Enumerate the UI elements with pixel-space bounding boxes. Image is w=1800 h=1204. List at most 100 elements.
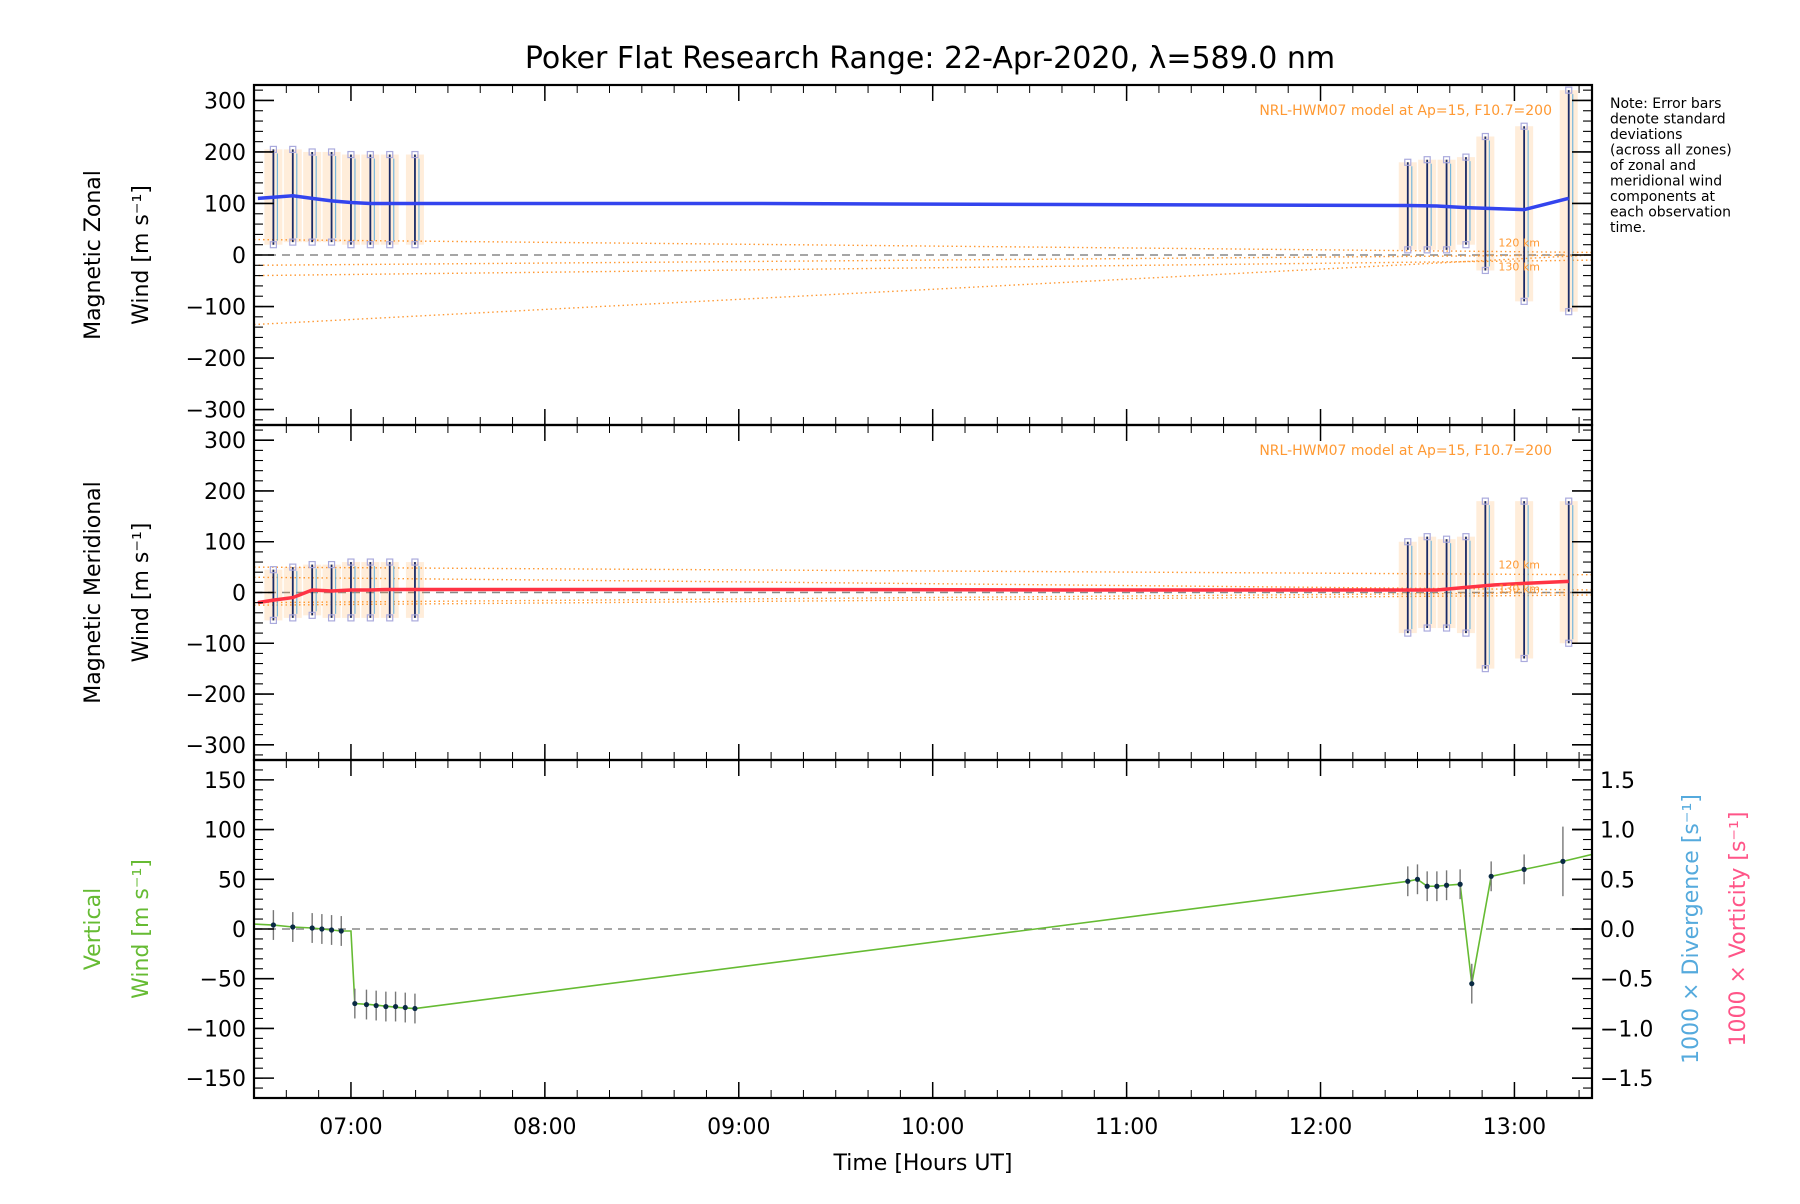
model-label: NRL-HWM07 model at Ap=15, F10.7=200 bbox=[1259, 103, 1552, 119]
data-point bbox=[270, 922, 276, 928]
zone-marker bbox=[411, 241, 419, 249]
data-point bbox=[352, 1000, 358, 1007]
data-point bbox=[1405, 878, 1411, 884]
zone-marker bbox=[269, 241, 277, 249]
zone-marker bbox=[1442, 246, 1451, 254]
model-line bbox=[254, 259, 1592, 277]
note-line: time. bbox=[1610, 220, 1646, 236]
model-height-label: 120 km bbox=[1498, 559, 1540, 572]
data-point bbox=[328, 927, 335, 933]
divergence-axis-label: 1000 × Divergence [s⁻¹] bbox=[1679, 794, 1704, 1064]
model-height-label: 130 km bbox=[1498, 260, 1540, 273]
zone-marker bbox=[308, 560, 316, 569]
zone-marker bbox=[1404, 246, 1412, 254]
panel-zonal: NRL-HWM07 model at Ap=15, F10.7=200 120 k… bbox=[81, 83, 1594, 427]
data-point bbox=[373, 1002, 379, 1009]
zone-marker bbox=[289, 563, 297, 571]
y-tick-label: 200 bbox=[204, 141, 246, 166]
data-point bbox=[392, 1003, 399, 1010]
x-tick-label: 08:00 bbox=[513, 1115, 576, 1140]
right-y-tick-label: 0.5 bbox=[1600, 868, 1635, 893]
zone-marker bbox=[269, 566, 277, 574]
zone-marker bbox=[1423, 533, 1431, 541]
chart-title: Poker Flat Research Range: 22-Apr-2020, … bbox=[525, 41, 1335, 76]
y-tick-label: 0 bbox=[232, 244, 246, 269]
zone-marker bbox=[386, 614, 394, 622]
zone-marker bbox=[1565, 308, 1573, 316]
vertical-ylabel-units: Wind [m s⁻¹] bbox=[129, 859, 154, 999]
zone-marker bbox=[308, 611, 316, 619]
y-tick-label: −300 bbox=[186, 734, 246, 759]
data-point bbox=[309, 925, 315, 931]
model-height-label: 120 km bbox=[1498, 236, 1540, 249]
meridional-ylabel-units: Wind [m s⁻¹] bbox=[129, 523, 154, 663]
y-tick-label: 50 bbox=[218, 868, 246, 893]
model-line bbox=[254, 254, 1592, 267]
zone-marker bbox=[366, 150, 374, 159]
x-tick-label: 12:00 bbox=[1289, 1115, 1352, 1140]
zone-marker bbox=[1520, 122, 1528, 130]
zonal-mean-line bbox=[257, 193, 1570, 212]
zone-marker bbox=[366, 241, 374, 249]
zone-marker bbox=[386, 150, 394, 159]
model-height-label: 130 km bbox=[1498, 583, 1540, 596]
right-y-tick-label: −0.5 bbox=[1600, 968, 1653, 993]
right-y-tick-label: 1.5 bbox=[1600, 769, 1635, 794]
model-line bbox=[254, 566, 1592, 576]
zone-marker bbox=[366, 558, 374, 566]
note-line: meridional wind bbox=[1610, 174, 1722, 190]
zone-marker bbox=[347, 558, 355, 566]
data-point bbox=[412, 1005, 418, 1012]
y-tick-label: 300 bbox=[204, 89, 246, 114]
data-point bbox=[319, 926, 325, 932]
zone-marker bbox=[1481, 266, 1489, 275]
note-line: each observation bbox=[1610, 205, 1731, 221]
zone-marker bbox=[386, 241, 394, 249]
y-tick-label: −300 bbox=[186, 399, 246, 424]
zone-marker bbox=[1404, 629, 1412, 637]
zone-marker bbox=[289, 145, 297, 153]
model-line bbox=[254, 238, 1592, 254]
data-point bbox=[290, 924, 296, 930]
zone-marker bbox=[1423, 246, 1431, 254]
zone-marker bbox=[1520, 297, 1528, 305]
y-tick-label: 100 bbox=[204, 819, 246, 844]
zone-marker bbox=[1462, 153, 1470, 161]
zone-marker bbox=[1423, 156, 1431, 164]
data-point bbox=[338, 928, 344, 934]
y-tick-label: 0 bbox=[232, 582, 246, 607]
right-y-tick-label: 1.0 bbox=[1600, 819, 1635, 844]
note-line: denote standard bbox=[1610, 112, 1726, 128]
zone-marker bbox=[1404, 158, 1412, 166]
data-point bbox=[1521, 866, 1527, 872]
data-point bbox=[1488, 873, 1494, 879]
model-line bbox=[254, 594, 1592, 606]
zone-marker bbox=[327, 238, 336, 246]
y-tick-label: 300 bbox=[204, 429, 246, 454]
zone-marker bbox=[1462, 629, 1470, 637]
data-point bbox=[1434, 883, 1440, 889]
zone-marker bbox=[1442, 624, 1451, 632]
zone-marker bbox=[347, 614, 355, 622]
y-tick-label: −200 bbox=[186, 347, 246, 372]
panel-vertical: 150 100 50 0 −50 −100 −150 Vertical Wind [m s⁻¹]… bbox=[81, 758, 1751, 1176]
zone-marker bbox=[269, 616, 277, 625]
zonal-ylabel: Magnetic Zonal bbox=[81, 170, 106, 340]
zone-marker bbox=[1481, 497, 1489, 505]
note-line: deviations bbox=[1610, 127, 1682, 143]
note-line: (across all zones) bbox=[1610, 143, 1732, 159]
panel-meridional: NRL-HWM07 model at Ap=15, F10.7=200 120 k… bbox=[81, 423, 1594, 762]
zone-marker bbox=[308, 238, 316, 246]
meridional-mean-line bbox=[257, 579, 1569, 605]
y-tick-label: −100 bbox=[186, 632, 246, 657]
zonal-plot-area bbox=[254, 86, 1592, 326]
zone-marker bbox=[1462, 241, 1470, 249]
y-tick-label: 150 bbox=[204, 769, 246, 794]
x-tick-label: 11:00 bbox=[1095, 1115, 1158, 1140]
data-point bbox=[1560, 858, 1566, 865]
y-tick-label: 100 bbox=[204, 531, 246, 556]
x-tick-label: 07:00 bbox=[319, 1115, 382, 1140]
vorticity-axis-label: 1000 × Vorticity [s⁻¹] bbox=[1726, 812, 1751, 1047]
